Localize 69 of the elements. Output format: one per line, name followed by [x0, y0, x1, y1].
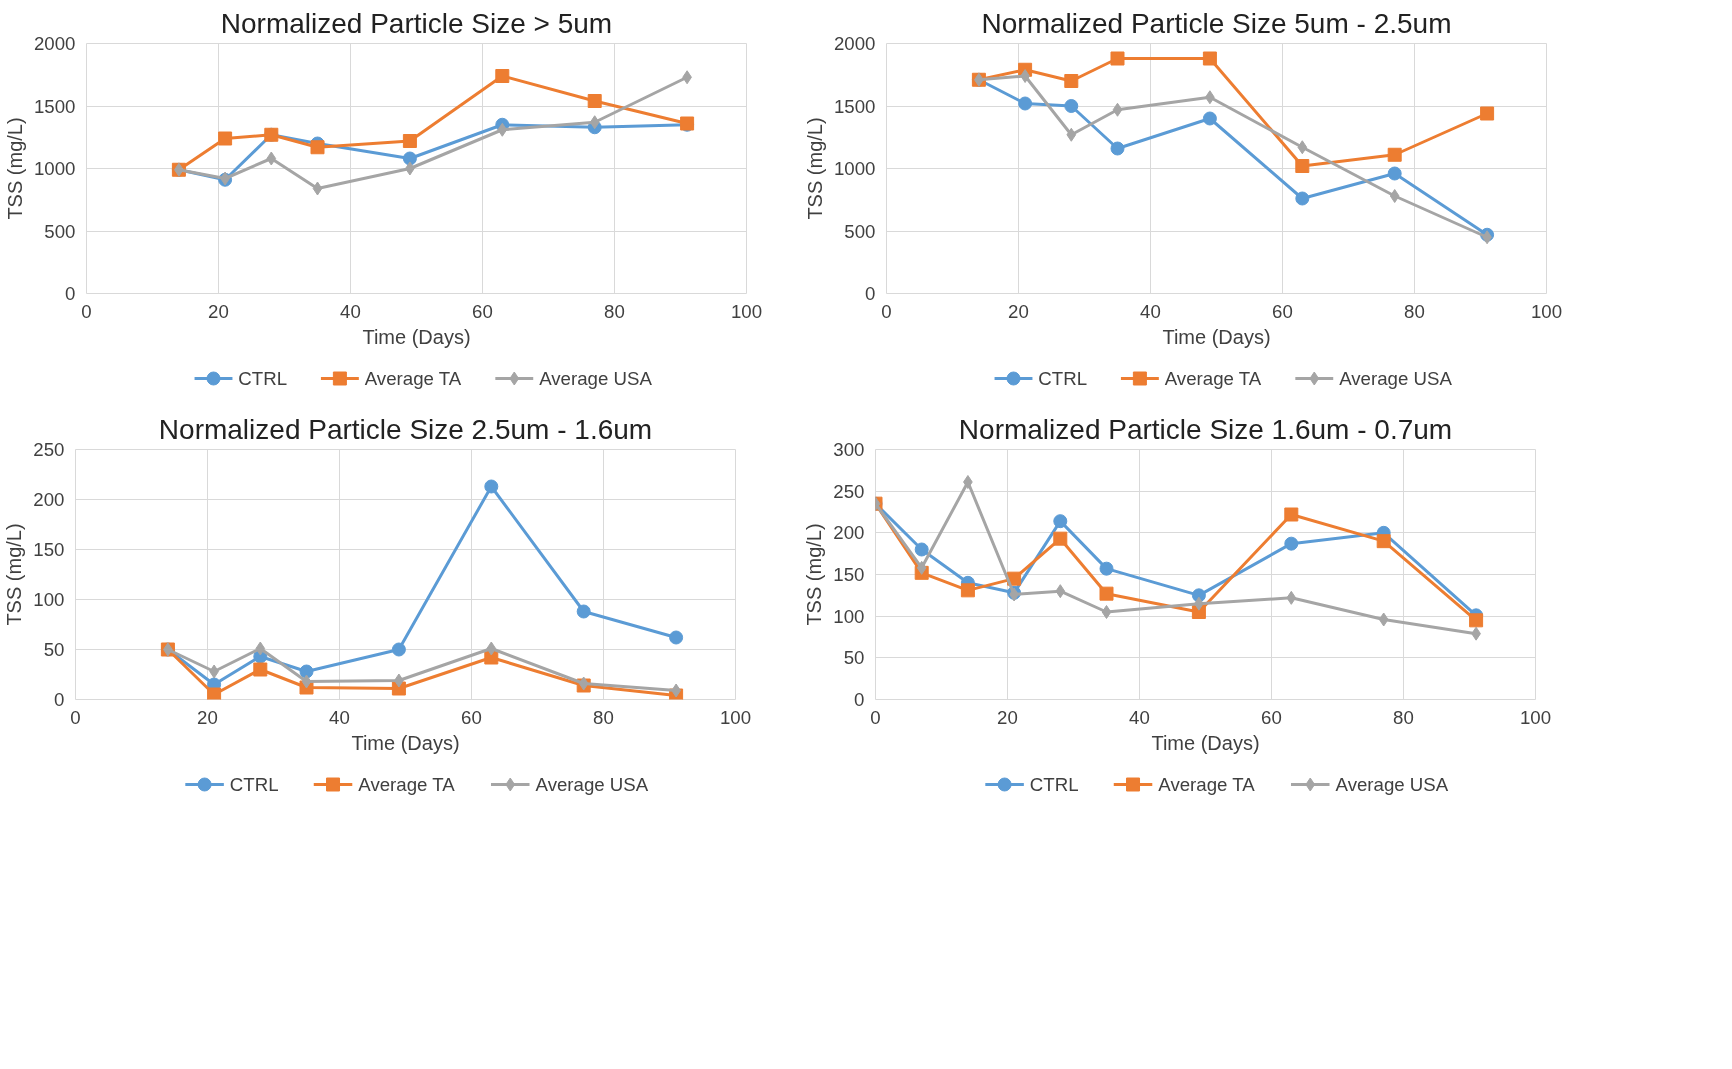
y-tick-label: 2000 [834, 33, 876, 54]
y-tick-label: 200 [33, 489, 65, 510]
y-tick-label: 250 [833, 480, 865, 502]
chart-title: Normalized Particle Size > 5um [220, 7, 613, 39]
y-tick-label: 100 [833, 605, 865, 627]
x-tick-label: 40 [340, 300, 361, 322]
legend-label: Average TA [358, 774, 456, 795]
x-axis-title: Time (Days) [1162, 325, 1271, 348]
y-tick-label: 1000 [834, 158, 876, 179]
x-tick-label: 40 [1129, 706, 1150, 728]
legend-label: CTRL [229, 774, 279, 795]
x-tick-label: 100 [730, 300, 763, 322]
chart-title: Normalized Particle Size 2.5um - 1.6um [158, 413, 653, 445]
x-tick-label: 80 [1393, 706, 1414, 728]
legend-label: Average USA [539, 368, 653, 389]
y-tick-label: 500 [44, 220, 76, 242]
y-axis-title: TSS (mg/L) [3, 523, 26, 626]
legend-label: Average TA [1158, 774, 1256, 795]
x-tick-label: 60 [472, 300, 493, 322]
legend-label: Average USA [1335, 774, 1449, 795]
legend-label: CTRL [1038, 368, 1088, 389]
x-tick-label: 40 [1140, 300, 1161, 322]
y-tick-label: 1500 [834, 95, 876, 117]
legend-label: Average USA [535, 774, 649, 795]
x-tick-label: 40 [329, 706, 350, 728]
y-tick-label: 0 [65, 283, 76, 304]
x-tick-label: 80 [1404, 300, 1425, 322]
x-axis-title: Time (Days) [1151, 731, 1260, 754]
y-axis-title: TSS (mg/L) [804, 117, 826, 220]
x-tick-label: 0 [81, 300, 92, 322]
y-tick-label: 500 [844, 220, 876, 242]
y-tick-label: 1500 [34, 95, 76, 117]
x-tick-label: 20 [208, 300, 229, 322]
y-tick-label: 50 [843, 647, 865, 669]
x-tick-label: 20 [197, 706, 218, 728]
y-tick-label: 250 [33, 439, 65, 460]
y-tick-label: 0 [865, 283, 876, 304]
x-tick-label: 20 [1008, 300, 1029, 322]
chart-title: Normalized Particle Size 1.6um - 0.7um [958, 413, 1453, 445]
x-axis-title: Time (Days) [351, 731, 460, 754]
legend-label: CTRL [1029, 774, 1079, 795]
y-axis-title: TSS (mg/L) [4, 117, 26, 220]
x-tick-label: 100 [719, 706, 752, 728]
y-tick-label: 150 [833, 564, 865, 585]
y-tick-label: 150 [33, 539, 65, 560]
x-tick-label: 60 [1261, 706, 1282, 728]
legend-label: Average TA [364, 368, 462, 389]
y-tick-label: 100 [33, 589, 65, 610]
x-tick-label: 0 [881, 300, 892, 322]
x-tick-label: 60 [461, 706, 482, 728]
y-tick-label: 1000 [34, 158, 76, 179]
y-tick-label: 0 [54, 689, 65, 710]
legend-label: CTRL [238, 368, 288, 389]
x-tick-label: 80 [604, 300, 625, 322]
x-tick-label: 60 [1272, 300, 1293, 322]
y-tick-label: 2000 [34, 33, 76, 54]
legend-label: Average USA [1339, 368, 1453, 389]
x-tick-label: 20 [997, 706, 1018, 728]
chart-title: Normalized Particle Size 5um - 2.5um [981, 7, 1452, 39]
legend-label: Average TA [1164, 368, 1262, 389]
x-axis-title: Time (Days) [362, 325, 471, 348]
y-tick-label: 300 [833, 439, 865, 460]
x-tick-label: 100 [1519, 706, 1552, 728]
y-tick-label: 200 [833, 522, 865, 544]
y-tick-label: 0 [854, 689, 865, 710]
x-tick-label: 100 [1530, 300, 1563, 322]
y-tick-label: 50 [43, 639, 65, 660]
x-tick-label: 80 [593, 706, 614, 728]
y-axis-title: TSS (mg/L) [803, 523, 826, 626]
